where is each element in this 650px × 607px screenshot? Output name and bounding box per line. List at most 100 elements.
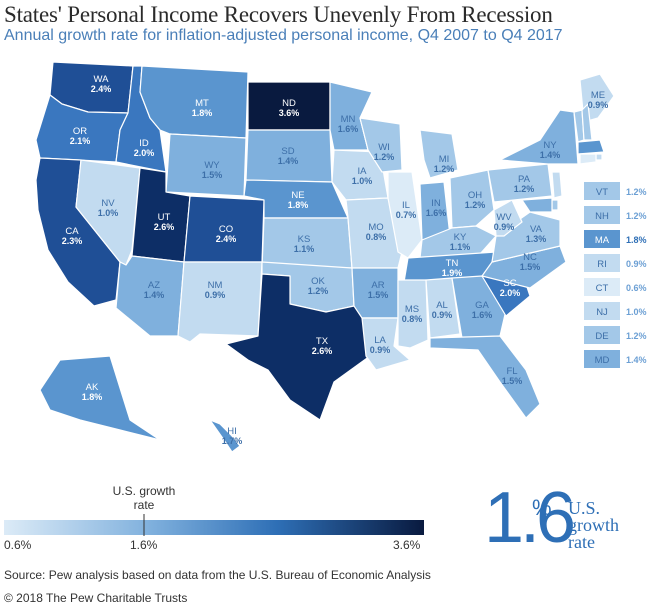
state-value-nc: 1.5% <box>520 262 541 272</box>
state-abbr-ky: KY <box>454 232 467 243</box>
state-abbr-pa: PA <box>518 174 531 185</box>
state-va <box>491 211 561 263</box>
ne-abbr-md: MD <box>595 355 610 366</box>
state-value-ar: 1.5% <box>368 290 389 300</box>
ne-value-md: 1.4% <box>626 355 647 365</box>
state-abbr-nc: NC <box>523 252 537 263</box>
ne-abbr-ct: CT <box>596 283 609 294</box>
chart-title: States' Personal Income Recovers Unevenl… <box>4 2 553 27</box>
state-value-hi: 1.7% <box>222 436 243 446</box>
state-value-ak: 1.8% <box>82 392 103 402</box>
state-oh <box>449 169 495 229</box>
ne-box-vt <box>584 182 620 200</box>
state-abbr-ia: IA <box>358 166 368 177</box>
state-ms <box>397 279 429 349</box>
state-abbr-ar: AR <box>371 280 384 291</box>
legend-tick-max: 3.6% <box>393 538 421 552</box>
legend-gradient-bar <box>4 520 424 535</box>
state-ma <box>577 139 605 155</box>
state-abbr-wa: WA <box>94 74 110 85</box>
state-al <box>425 277 461 339</box>
state-value-nm: 0.9% <box>205 290 226 300</box>
state-abbr-mt: MT <box>195 98 209 109</box>
state-mi <box>419 129 459 179</box>
us-rate-callout-value: 1.6 <box>484 478 576 558</box>
state-abbr-sc: SC <box>503 278 516 289</box>
ne-box-nh <box>584 206 620 224</box>
state-value-tn: 1.9% <box>442 268 463 278</box>
state-nm <box>177 261 263 343</box>
state-abbr-ny: NY <box>543 140 557 151</box>
state-abbr-ca: CA <box>65 226 79 237</box>
state-value-ks: 1.1% <box>294 244 315 254</box>
state-value-co: 2.4% <box>216 234 237 244</box>
legend-us-rate-label: U.S. growth rate <box>112 484 176 512</box>
state-md <box>521 197 553 213</box>
ne-value-nh: 1.2% <box>626 211 647 221</box>
state-value-ga: 1.6% <box>472 310 493 320</box>
state-abbr-ks: KS <box>298 234 311 245</box>
state-value-tx: 2.6% <box>312 346 333 356</box>
state-abbr-ut: UT <box>158 212 171 223</box>
state-abbr-mn: MN <box>341 114 356 125</box>
ne-value-de: 1.2% <box>626 331 647 341</box>
copyright-note: © 2018 The Pew Charitable Trusts <box>4 591 188 605</box>
ne-abbr-nj: NJ <box>596 307 608 318</box>
ne-value-vt: 1.2% <box>626 187 647 197</box>
state-abbr-ak: AK <box>86 382 99 393</box>
state-value-in: 1.6% <box>426 208 447 218</box>
state-ak <box>39 355 161 441</box>
us-rate-callout-percent: % <box>532 495 552 520</box>
state-fl <box>429 335 541 419</box>
state-abbr-la: LA <box>374 335 386 346</box>
state-value-mi: 1.2% <box>434 164 455 174</box>
state-abbr-al: AL <box>436 300 448 311</box>
ne-abbr-ri: RI <box>597 259 607 270</box>
state-hi <box>209 419 241 453</box>
source-note: Source: Pew analysis based on data from … <box>4 568 431 582</box>
state-value-sc: 2.0% <box>500 288 521 298</box>
state-value-fl: 1.5% <box>502 376 523 386</box>
state-value-al: 0.9% <box>432 310 453 320</box>
state-abbr-hi: HI <box>227 426 237 437</box>
state-value-ms: 0.8% <box>402 314 423 324</box>
state-abbr-mo: MO <box>368 222 383 233</box>
state-abbr-ms: MS <box>405 304 419 315</box>
state-value-wi: 1.2% <box>374 152 395 162</box>
ne-box-md <box>584 350 620 368</box>
ne-box-ma <box>584 230 620 248</box>
legend-tick-min: 0.6% <box>4 538 32 552</box>
state-pa <box>487 163 553 203</box>
state-abbr-fl: FL <box>506 366 517 377</box>
state-nh <box>581 103 593 141</box>
state-value-id: 2.0% <box>134 148 155 158</box>
state-value-mt: 1.8% <box>192 108 213 118</box>
state-abbr-nv: NV <box>101 198 115 209</box>
state-abbr-ok: OK <box>311 276 325 287</box>
state-abbr-nd: ND <box>282 98 296 109</box>
state-ct <box>579 153 597 165</box>
state-abbr-wi: WI <box>378 142 390 153</box>
ne-box-ct <box>584 278 620 296</box>
state-value-az: 1.4% <box>144 290 165 300</box>
state-value-wy: 1.5% <box>202 170 223 180</box>
legend-tick-mid: 1.6% <box>130 538 158 552</box>
state-nj <box>551 171 563 199</box>
state-abbr-in: IN <box>431 198 441 209</box>
state-value-nd: 3.6% <box>279 108 300 118</box>
state-value-ia: 1.0% <box>352 176 373 186</box>
ne-box-ri <box>584 254 620 272</box>
state-abbr-ga: GA <box>475 300 489 311</box>
state-abbr-tn: TN <box>446 258 459 269</box>
state-abbr-me: ME <box>591 90 605 101</box>
state-value-ok: 1.2% <box>308 286 329 296</box>
state-abbr-va: VA <box>530 224 543 235</box>
ne-box-de <box>584 326 620 344</box>
state-value-ca: 2.3% <box>62 236 83 246</box>
state-value-nv: 1.0% <box>98 208 119 218</box>
state-value-ut: 2.6% <box>154 222 175 232</box>
state-de <box>551 199 559 211</box>
state-value-me: 0.9% <box>588 100 609 110</box>
state-abbr-ne: NE <box>291 190 304 201</box>
